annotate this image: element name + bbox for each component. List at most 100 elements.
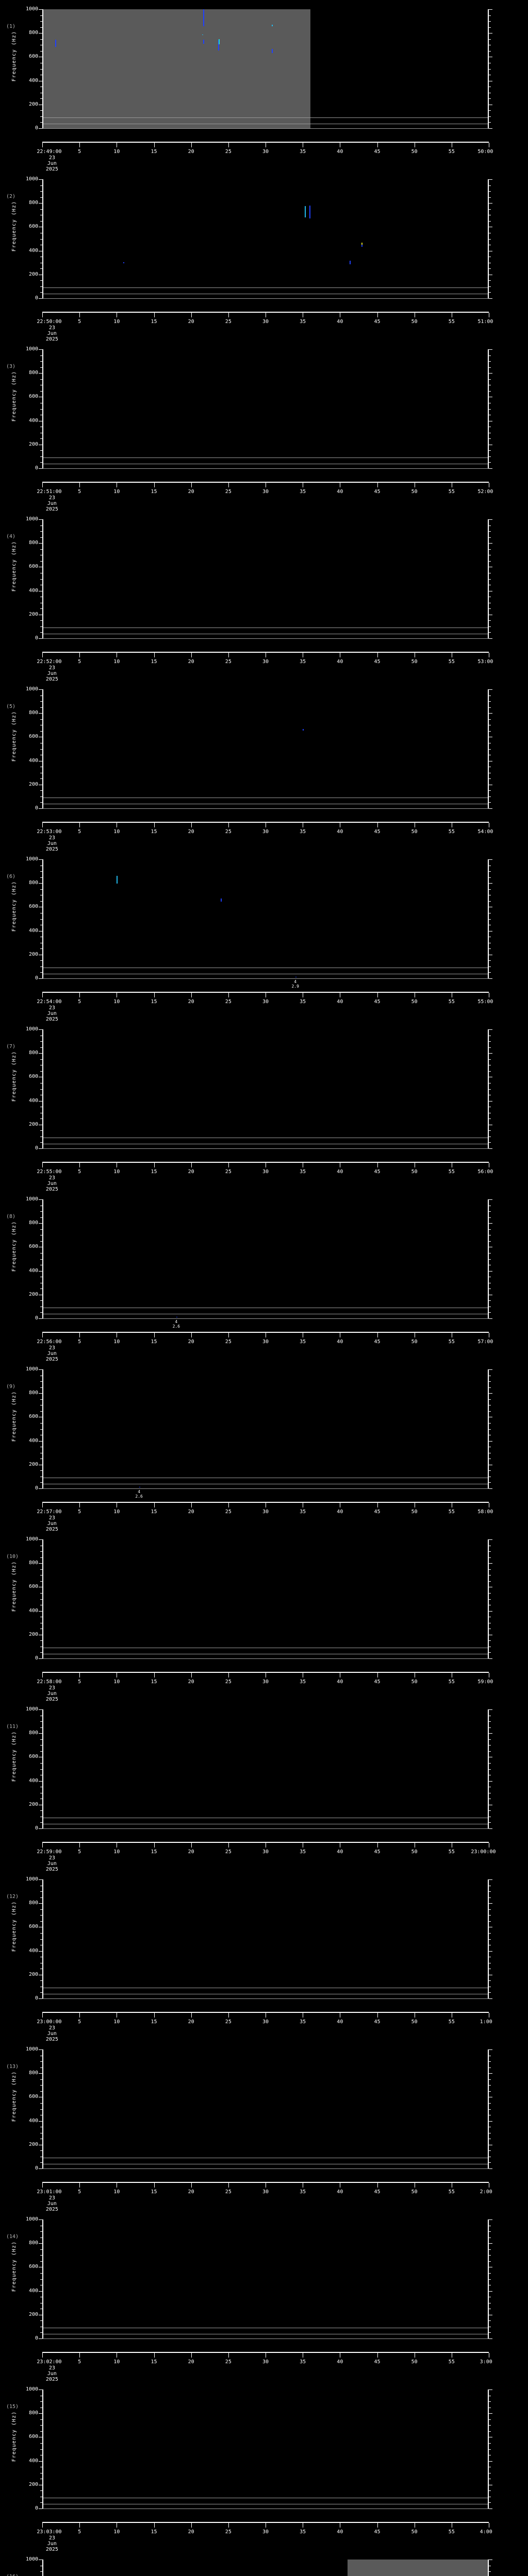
y-axis-left (39, 179, 43, 299)
x-tick-label: 50 (411, 149, 418, 155)
y-tick (40, 2425, 42, 2426)
y-tick (489, 1482, 491, 1483)
panel-index-label: (11) (6, 1724, 19, 1730)
reference-line-0hz (42, 128, 489, 129)
x-tick-label: 55 (448, 999, 455, 1005)
panel-index-label: (14) (6, 2234, 19, 2240)
y-tick (40, 1429, 42, 1430)
x-tick-label: 10 (113, 659, 120, 665)
detection-mark (271, 48, 273, 53)
plot-area (42, 2219, 489, 2339)
y-tick (40, 1652, 42, 1653)
x-tick-label: 5 (78, 999, 81, 1005)
y-tick (40, 2249, 42, 2250)
y-tick (489, 2073, 492, 2074)
y-tick (489, 608, 491, 609)
x-tick-label: 5 (78, 1849, 81, 1855)
x-tick (377, 1163, 378, 1167)
y-tick (489, 1387, 491, 1388)
annotation-value: 2.6 (135, 1494, 143, 1499)
panel-6: (6) Frequency (Hz) 0 200 400 600 800 1000 22:54:… (6, 856, 493, 1023)
x-tick-label: 55 (448, 2359, 455, 2365)
y-tick (489, 871, 491, 872)
date-year: 2025 (45, 676, 58, 682)
y-tick (40, 2443, 42, 2444)
detection-annotation: 4 2.6 (173, 1319, 180, 1329)
y-tick (489, 2320, 491, 2321)
x-tick (79, 313, 80, 317)
y-tick (40, 450, 42, 451)
x-tick-label: 30 (262, 1169, 269, 1175)
y-tick (40, 27, 42, 28)
x-axis (42, 142, 489, 147)
y-tick (489, 1142, 491, 1143)
y-axis-right (488, 2219, 492, 2339)
x-tick-label: 15 (151, 1339, 157, 1345)
x-tick (377, 823, 378, 827)
x-tick (79, 1673, 80, 1677)
y-axis-title: Frequency (Hz) (11, 1051, 17, 1102)
y-tick (489, 519, 492, 520)
y-tick (40, 889, 42, 890)
y-tick (489, 1769, 491, 1770)
x-axis-end-label: 53:00 (477, 659, 493, 665)
x-tick-label: 30 (262, 489, 269, 495)
y-tick (489, 1440, 492, 1442)
detection-annotation: 4 2.9 (291, 979, 299, 989)
y-axis-title: Frequency (Hz) (11, 1391, 17, 1442)
y-tick (39, 2121, 42, 2122)
x-axis-date-stack: 23 Jun 2025 (46, 1515, 58, 1532)
x-tick-label: 30 (262, 2019, 269, 2025)
y-tick (489, 2273, 491, 2274)
x-tick-label: 20 (188, 2189, 194, 2195)
y-tick (489, 292, 491, 293)
y-tick (40, 1897, 42, 1898)
y-tick (489, 2079, 491, 2080)
x-tick (42, 1163, 43, 1167)
x-axis-start-label: 22:57:00 (37, 1509, 62, 1515)
y-tick (40, 960, 42, 961)
y-tick (39, 1270, 42, 1272)
x-tick (154, 2353, 155, 2358)
y-tick (489, 2243, 492, 2244)
x-tick-label: 55 (448, 1679, 455, 1685)
y-tick (489, 209, 491, 210)
x-tick-label: 35 (300, 1509, 306, 1515)
y-axis-left (39, 689, 43, 809)
y-tick (489, 1897, 491, 1898)
plot-area (42, 2560, 489, 2576)
y-tick (489, 1369, 492, 1370)
x-tick-label: 10 (113, 2189, 120, 2195)
plot-area (42, 1199, 489, 1319)
y-tick (39, 638, 42, 639)
y-tick (489, 2231, 491, 2232)
y-axis-left (39, 1199, 43, 1319)
x-tick-label: 35 (300, 1169, 306, 1175)
x-tick-label: 45 (374, 1169, 381, 1175)
x-tick (154, 483, 155, 487)
y-tick (39, 1781, 42, 1782)
y-tick (39, 349, 42, 350)
reference-line-0hz (42, 1658, 489, 1659)
x-tick-label: 30 (262, 2359, 269, 2365)
y-tick (40, 2332, 42, 2333)
y-tick (39, 883, 42, 884)
y-axis-right (488, 9, 492, 129)
x-axis (42, 992, 489, 997)
x-tick-label: 50 (411, 2529, 418, 2535)
y-tick (489, 731, 491, 732)
y-tick (40, 919, 42, 920)
y-tick (489, 239, 491, 240)
x-tick-label: 20 (188, 2529, 194, 2535)
detection-mark (221, 898, 222, 902)
y-tick (489, 2067, 491, 2068)
y-tick (40, 456, 42, 457)
x-tick (42, 1333, 43, 1337)
y-tick (40, 69, 42, 70)
x-tick-label: 55 (448, 659, 455, 665)
x-tick-label: 50 (411, 829, 418, 835)
x-tick (191, 2183, 192, 2188)
y-tick (489, 1909, 491, 1910)
date-year: 2025 (45, 336, 58, 342)
x-tick-label: 15 (151, 829, 157, 835)
